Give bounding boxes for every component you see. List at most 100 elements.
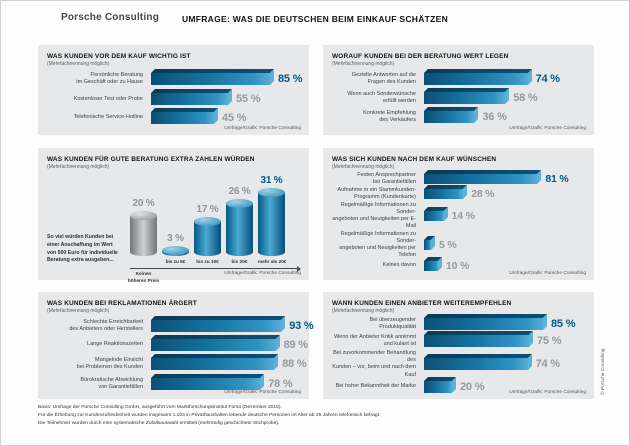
- cylinder-top: [194, 217, 221, 227]
- bar-track: 10 %: [424, 260, 585, 272]
- panel-nach-dem-kauf: WAS SICH KUNDEN NACH DEM KAUF WÜNSCHEN (…: [323, 148, 594, 280]
- bar-label: Mangelnde Einsicht bei Problemen des Kun…: [76, 356, 143, 370]
- axis-arrow: [130, 265, 301, 272]
- bar-label: Festen Ansprechpartner bei Garantiefälle…: [357, 172, 416, 186]
- cylinder-body: [130, 215, 157, 256]
- axis-label-no-higher-price: Keinen höheren Preis: [127, 271, 160, 283]
- cylinder-chart: 20 % 3 % 17 % 26 % 31 % bis zu 5€ bis zu 10€ bi…: [128, 168, 302, 284]
- bar-label: Bei zuvorkommender Behandlung des Kunden…: [332, 350, 416, 378]
- bar-track: 93 %: [151, 320, 314, 333]
- bar: [424, 111, 475, 124]
- bar-value: 55 %: [236, 93, 261, 106]
- bar-row: Bei hoher Bekanntheit der Marke 20 %: [332, 380, 585, 393]
- bar-row: Konkrete Empfehlung des Verkäufers 36 %: [332, 110, 585, 124]
- bar-chart: Bei überzeugender Produktqualität 85 % Wen…: [332, 316, 585, 394]
- panel-note: (Mehrfachnennung möglich): [47, 61, 110, 67]
- bar: [424, 91, 506, 104]
- cylinder-body: [226, 202, 253, 256]
- bar-row: Bei überzeugender Produktqualität 85 %: [332, 317, 585, 331]
- bar-label: Keines davon: [382, 262, 416, 269]
- page-title: UMFRAGE: WAS DIE DEUTSCHEN BEIM EINKAUF …: [181, 14, 449, 24]
- cylinder-value: 26 %: [228, 185, 251, 197]
- bar: [424, 358, 528, 371]
- bar-value: 85 %: [278, 73, 303, 86]
- axis-label: bis zu 10€: [196, 259, 219, 264]
- bar: [424, 210, 444, 221]
- bar-row: Bürokratische Abwicklung von Garantiefäl…: [47, 377, 300, 391]
- bar-track: 45 %: [151, 111, 300, 124]
- panel-vor-dem-kauf: WAS KUNDEN VOR DEM KAUF WICHTIG IST (Meh…: [38, 45, 309, 135]
- bar: [424, 318, 543, 331]
- bar-value: 89 %: [283, 338, 308, 351]
- panel-beratung-wert: WORAUF KUNDEN BEI DER BERATUNG WERT LEGE…: [323, 45, 594, 135]
- porsche-consulting-logo: Porsche Consulting: [61, 12, 160, 23]
- bar: [151, 357, 275, 370]
- cylinder-value: 17 %: [196, 204, 219, 216]
- bar-value: 5 %: [439, 238, 457, 251]
- cylinder: [194, 217, 221, 256]
- bar-chart: Festen Ansprechpartner bei Garantiefälle…: [332, 172, 585, 272]
- bar-track: 74 %: [424, 358, 585, 371]
- bar-row: Regelmäßige Informationen zu Sonder- ang…: [332, 231, 585, 260]
- bar: [151, 320, 282, 333]
- bar-value: 58 %: [513, 91, 538, 104]
- cylinder-value: 31 %: [260, 175, 283, 187]
- bar-label: Wenn auch Sonderwünsche erfüllt werden: [347, 90, 416, 104]
- cylinder-value: 20 %: [132, 198, 155, 209]
- bar-row: Schlechte Erreichbarkeit des Anbieters o…: [47, 319, 314, 333]
- bar-track: 85 %: [151, 73, 303, 86]
- bar: [151, 111, 214, 124]
- source-label: Umfrage/Grafik: Porsche Consulting: [224, 126, 301, 131]
- bar-row: Wenn der Anbieter Kritik annimmt und kul…: [332, 334, 585, 348]
- bar-track: 58 %: [424, 91, 585, 104]
- bar-row: Aufnahme in ein Stammkunden- Programm (K…: [332, 187, 585, 201]
- bar-track: 20 %: [424, 380, 585, 393]
- panel-note: (Mehrfachnennung möglich): [332, 164, 395, 170]
- cylinder-column: 31 %: [258, 175, 285, 256]
- cylinder-columns: 20 % 3 % 17 % 26 % 31 %: [130, 168, 302, 256]
- bar-label: Aufnahme in ein Stammkunden- Programm (K…: [337, 186, 416, 201]
- bar-track: 28 %: [424, 188, 585, 200]
- axis-labels: bis zu 5€ bis zu 10€ bis 20€ mehr als 20€: [130, 259, 302, 264]
- source-label: Umfrage/Grafik: Porsche Consulting: [509, 271, 586, 276]
- bar-value: 74 %: [535, 72, 560, 85]
- source-label: Umfrage/Grafik: Porsche Consulting: [509, 390, 586, 395]
- bar-track: 89 %: [151, 338, 308, 351]
- source-label: Umfrage/Grafik: Porsche Consulting: [509, 126, 586, 131]
- bar-label: Regelmäßige Informationen zu Sonder- ang…: [339, 230, 416, 259]
- panel-title: WORAUF KUNDEN BEI DER BERATUNG WERT LEGE…: [332, 53, 509, 60]
- bar: [424, 380, 452, 393]
- bar-row: Lange Reaktionszeiten 89 %: [47, 338, 308, 351]
- bar-row: Wenn auch Sonderwünsche erfüllt werden 58…: [332, 91, 585, 105]
- cylinder-top: [226, 198, 253, 208]
- bar-label: Persönliche Beratung im Geschäft oder zu…: [76, 72, 143, 86]
- bar-row: Keines davon 10 %: [332, 260, 585, 272]
- cylinder-column: 20 %: [130, 198, 157, 256]
- bar: [424, 189, 464, 200]
- bar-row: Telefonische Service-Hotline 45 %: [47, 111, 300, 124]
- axis-label: [130, 259, 157, 264]
- bar-value: 36 %: [482, 111, 507, 124]
- bar: [424, 174, 538, 185]
- axis-label: bis zu 5€: [165, 259, 186, 264]
- bar-label: Bei überzeugender Produktqualität: [369, 317, 416, 331]
- cylinder-column: 26 %: [226, 186, 253, 256]
- source-label: Umfrage/Grafik: Porsche Consulting: [224, 271, 301, 276]
- cylinder: [258, 188, 285, 256]
- panel-note: (Mehrfachnennung möglich): [47, 308, 110, 314]
- bar-label: Kostenloser Test oder Probe: [73, 95, 143, 102]
- bar-chart: Gezielte Antworten auf die Fragen des Ku…: [332, 69, 585, 127]
- bar-value: 14 %: [451, 209, 475, 222]
- copyright-vertical: © Porsche Consulting: [601, 348, 606, 395]
- bar-row: Festen Ansprechpartner bei Garantiefälle…: [332, 172, 585, 186]
- bar-value: 85 %: [551, 318, 576, 331]
- bar-label: Bürokratische Abwicklung von Garantiefäl…: [80, 376, 143, 390]
- bar: [151, 93, 228, 106]
- bar-label: Gezielte Antworten auf die Fragen des Ku…: [351, 71, 416, 85]
- bar: [151, 73, 270, 86]
- cylinder: [162, 245, 189, 256]
- panel-title: WANN KUNDEN EINEN ANBIETER WEITEREMPFEHL…: [332, 300, 512, 307]
- bar-value: 10 %: [446, 259, 470, 272]
- footer-line: Für die Erhebung zur Kundenzufriedenheit…: [38, 412, 381, 418]
